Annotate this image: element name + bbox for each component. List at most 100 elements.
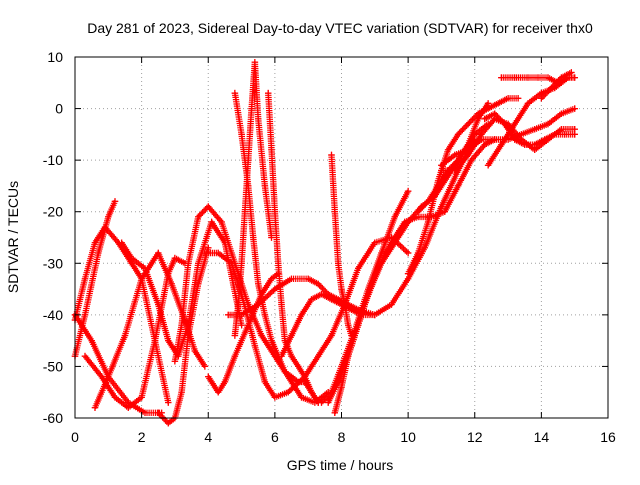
data-point <box>218 218 225 226</box>
data-point <box>325 399 332 406</box>
data-point <box>238 322 245 329</box>
series-arc-4 <box>81 254 189 411</box>
series-arc-26 <box>481 110 578 148</box>
data-point <box>88 337 95 344</box>
data-point <box>281 368 289 375</box>
data-point <box>248 105 255 112</box>
data-point <box>241 208 249 215</box>
data-point <box>268 275 275 282</box>
data-point <box>141 265 149 272</box>
series-arc-22 <box>438 105 578 169</box>
data-point <box>558 126 565 133</box>
data-point <box>165 420 172 427</box>
y-tick-label: -60 <box>43 410 63 426</box>
data-point <box>571 131 578 138</box>
series-arc-23 <box>438 115 578 174</box>
data-point <box>451 151 458 159</box>
data-point <box>318 399 325 406</box>
data-point <box>474 115 482 123</box>
data-point <box>541 136 548 143</box>
data-point <box>98 373 105 380</box>
y-tick-label: -30 <box>43 255 63 271</box>
data-point <box>491 110 498 117</box>
series-arc-3 <box>71 224 172 406</box>
data-point <box>288 373 295 380</box>
data-point <box>501 120 508 128</box>
data-point <box>191 347 199 355</box>
data-point <box>271 285 279 293</box>
data-point <box>185 260 192 267</box>
data-point <box>215 249 222 257</box>
data-point <box>235 301 242 308</box>
data-point <box>271 208 279 215</box>
data-point <box>338 285 345 293</box>
data-point <box>255 280 262 288</box>
data-point <box>308 389 315 396</box>
x-tick-label: 12 <box>467 429 483 445</box>
data-point <box>155 249 162 257</box>
data-point <box>91 239 99 246</box>
data-point <box>494 100 502 107</box>
data-point <box>524 100 532 107</box>
x-tick-label: 10 <box>400 429 416 445</box>
data-point <box>245 156 252 164</box>
data-point <box>268 146 275 153</box>
data-point <box>335 378 342 386</box>
data-point <box>331 208 338 215</box>
data-point <box>258 332 265 339</box>
data-point <box>155 301 162 308</box>
chart-title: Day 281 of 2023, Sidereal Day-to-day VTE… <box>87 20 593 36</box>
data-point <box>288 275 295 282</box>
y-tick-label: -20 <box>43 204 63 220</box>
y-tick-label: -10 <box>43 152 63 168</box>
data-point <box>371 239 378 246</box>
data-point <box>298 311 305 319</box>
data-point <box>238 311 245 319</box>
data-point <box>558 110 565 117</box>
data-point <box>388 239 395 246</box>
data-point <box>414 249 422 257</box>
data-point <box>521 141 528 148</box>
data-point <box>388 301 395 308</box>
data-point <box>205 373 212 380</box>
data-point <box>538 95 545 102</box>
data-point <box>205 203 212 210</box>
data-point <box>361 301 368 308</box>
data-point <box>185 332 192 339</box>
data-point <box>111 198 119 205</box>
data-point <box>571 105 578 112</box>
data-point <box>121 332 129 339</box>
data-point <box>305 275 312 282</box>
data-point <box>378 249 385 257</box>
data-point <box>271 394 279 401</box>
data-point <box>548 84 555 92</box>
data-point <box>250 234 257 241</box>
data-point <box>571 74 578 81</box>
data-point <box>544 120 552 128</box>
x-tick-label: 16 <box>600 429 616 445</box>
data-point <box>231 352 239 360</box>
data-point <box>424 218 432 226</box>
data-point <box>171 358 179 365</box>
data-point <box>345 322 352 329</box>
data-point <box>534 74 542 81</box>
data-point <box>288 332 295 339</box>
series-arc-1 <box>71 198 119 360</box>
data-point <box>255 115 262 123</box>
y-tick-label: 10 <box>47 49 63 65</box>
data-point <box>561 131 568 138</box>
data-point <box>531 141 538 148</box>
series-arc-12 <box>231 59 275 339</box>
x-tick-label: 0 <box>71 429 79 445</box>
data-point <box>195 260 202 267</box>
data-point <box>195 280 202 288</box>
data-point <box>95 249 102 257</box>
data-point <box>101 224 109 231</box>
data-point <box>251 59 259 66</box>
data-point <box>261 378 269 386</box>
data-point <box>225 311 232 319</box>
data-point <box>288 352 295 360</box>
data-point <box>285 389 292 396</box>
